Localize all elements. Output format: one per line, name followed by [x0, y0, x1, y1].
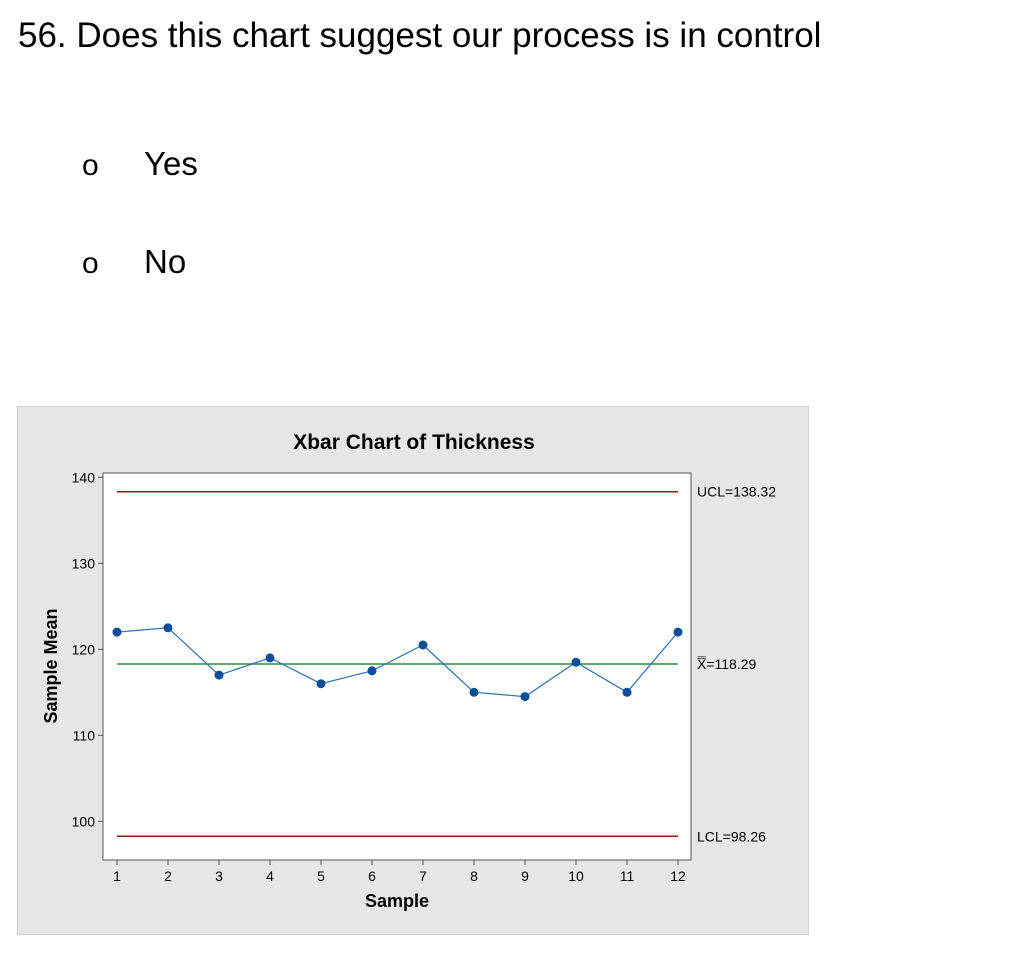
control-limit-line-label: LCL=98.26	[697, 828, 766, 844]
option-no[interactable]: o No	[82, 240, 186, 284]
x-tick-label: 3	[215, 868, 223, 884]
x-tick-label: 4	[266, 868, 274, 884]
question-text: 56. Does this chart suggest our process …	[18, 16, 822, 55]
data-point	[418, 640, 428, 650]
x-axis-label: Sample	[365, 891, 429, 911]
y-tick-label: 120	[72, 641, 96, 657]
x-tick-label: 6	[368, 868, 376, 884]
data-point	[214, 670, 224, 680]
data-point	[622, 687, 632, 697]
option-yes-bullet: o	[82, 149, 99, 182]
xbar-chart: Xbar Chart of Thickness Sample Sample Me…	[41, 431, 777, 911]
control-limit-line-label: UCL=138.32	[697, 484, 776, 500]
x-tick-label: 7	[419, 868, 427, 884]
option-no-bullet: o	[82, 247, 99, 280]
x-tick-label: 2	[164, 868, 172, 884]
y-axis-label: Sample Mean	[41, 608, 61, 723]
plot-area	[102, 472, 692, 861]
data-point	[571, 657, 581, 667]
data-point	[520, 692, 530, 702]
y-tick-label: 130	[72, 555, 96, 571]
x-tick-label: 10	[568, 868, 584, 884]
option-yes-label: Yes	[144, 145, 198, 182]
x-tick-label: 12	[670, 868, 686, 884]
y-tick-label: 100	[72, 813, 96, 829]
data-point	[469, 687, 479, 697]
option-yes[interactable]: o Yes	[82, 142, 198, 186]
y-tick-label: 110	[73, 727, 96, 743]
chart-panel: Xbar Chart of Thickness Sample Sample Me…	[17, 406, 809, 935]
data-point	[112, 627, 122, 637]
x-tick-label: 11	[620, 868, 635, 884]
data-point	[265, 653, 275, 663]
data-point	[367, 666, 377, 676]
data-point	[163, 623, 173, 633]
chart-title: Xbar Chart of Thickness	[293, 431, 535, 454]
series-line	[116, 627, 679, 698]
data-point	[316, 679, 326, 689]
y-tick-label: 140	[72, 469, 96, 485]
option-no-label: No	[144, 243, 187, 280]
x-tick-label: 5	[317, 868, 325, 884]
data-point	[673, 627, 683, 637]
x-tick-label: 1	[113, 868, 121, 884]
x-tick-label: 8	[470, 868, 478, 884]
x-tick-label: 9	[521, 868, 529, 884]
center-line-label: X̿=118.29	[697, 656, 757, 672]
